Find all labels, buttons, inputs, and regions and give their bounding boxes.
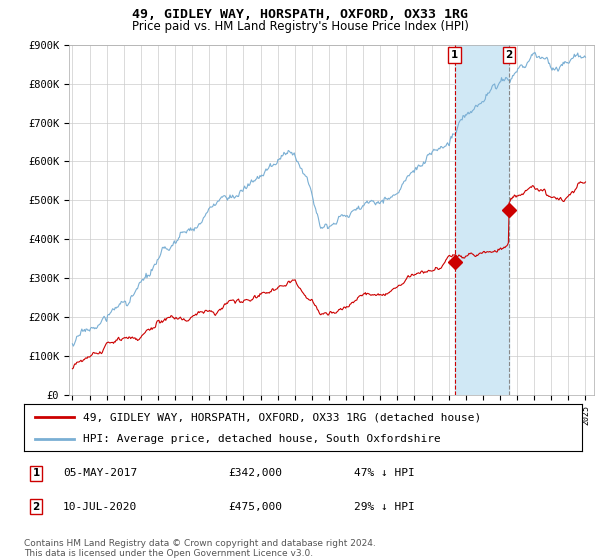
Text: 47% ↓ HPI: 47% ↓ HPI xyxy=(354,468,415,478)
Text: 49, GIDLEY WAY, HORSPATH, OXFORD, OX33 1RG (detached house): 49, GIDLEY WAY, HORSPATH, OXFORD, OX33 1… xyxy=(83,412,481,422)
Bar xyxy=(455,45,509,395)
Text: 1: 1 xyxy=(32,468,40,478)
Text: Contains HM Land Registry data © Crown copyright and database right 2024.
This d: Contains HM Land Registry data © Crown c… xyxy=(24,539,376,558)
Text: £342,000: £342,000 xyxy=(228,468,282,478)
Text: HPI: Average price, detached house, South Oxfordshire: HPI: Average price, detached house, Sout… xyxy=(83,434,440,444)
Text: 49, GIDLEY WAY, HORSPATH, OXFORD, OX33 1RG: 49, GIDLEY WAY, HORSPATH, OXFORD, OX33 1… xyxy=(132,8,468,21)
Text: 29% ↓ HPI: 29% ↓ HPI xyxy=(354,502,415,512)
Text: 05-MAY-2017: 05-MAY-2017 xyxy=(63,468,137,478)
Text: 2: 2 xyxy=(505,50,512,60)
Text: 2: 2 xyxy=(32,502,40,512)
Text: Price paid vs. HM Land Registry's House Price Index (HPI): Price paid vs. HM Land Registry's House … xyxy=(131,20,469,32)
Text: £475,000: £475,000 xyxy=(228,502,282,512)
Text: 1: 1 xyxy=(451,50,458,60)
Text: 10-JUL-2020: 10-JUL-2020 xyxy=(63,502,137,512)
